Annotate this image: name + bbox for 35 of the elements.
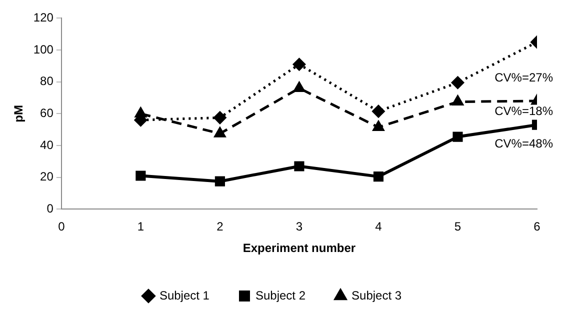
y-tick-label: 80 xyxy=(40,74,54,88)
y-tick-label: 0 xyxy=(46,202,54,216)
legend-label: Subject 3 xyxy=(352,288,402,302)
y-tick-label: 20 xyxy=(40,170,54,184)
annotation: CV%=27% xyxy=(494,70,554,85)
point xyxy=(214,176,225,186)
legend-label: Subject 2 xyxy=(255,288,306,302)
y-tick-label: 120 xyxy=(33,10,54,25)
x-tick-label: 2 xyxy=(216,220,224,234)
annotation: CV%=48% xyxy=(494,136,554,151)
x-tick-label: 6 xyxy=(534,220,541,234)
point xyxy=(452,96,464,106)
point xyxy=(136,170,146,181)
point xyxy=(294,161,304,172)
point xyxy=(292,58,306,71)
y-tick-label: 60 xyxy=(40,106,54,120)
point xyxy=(214,127,226,138)
point xyxy=(373,172,384,182)
x-tick-label: 4 xyxy=(375,220,382,234)
point xyxy=(451,76,464,89)
point xyxy=(372,105,385,118)
point xyxy=(452,132,463,142)
x-tick-label: 1 xyxy=(137,220,144,234)
legend-label: Subject 1 xyxy=(159,288,210,302)
y-tick-label: 100 xyxy=(33,42,54,56)
point xyxy=(214,111,226,124)
x-tick-label: 3 xyxy=(296,220,303,234)
point xyxy=(294,82,305,92)
y-tick-label: 40 xyxy=(40,138,54,152)
x-axis-title: Experiment number xyxy=(242,241,356,256)
annotation: CV%=18% xyxy=(494,104,554,118)
point xyxy=(372,120,384,131)
x-tick-label: 5 xyxy=(454,220,462,234)
y-axis-title: pM xyxy=(12,105,26,122)
x-tick-label: 0 xyxy=(58,220,66,234)
